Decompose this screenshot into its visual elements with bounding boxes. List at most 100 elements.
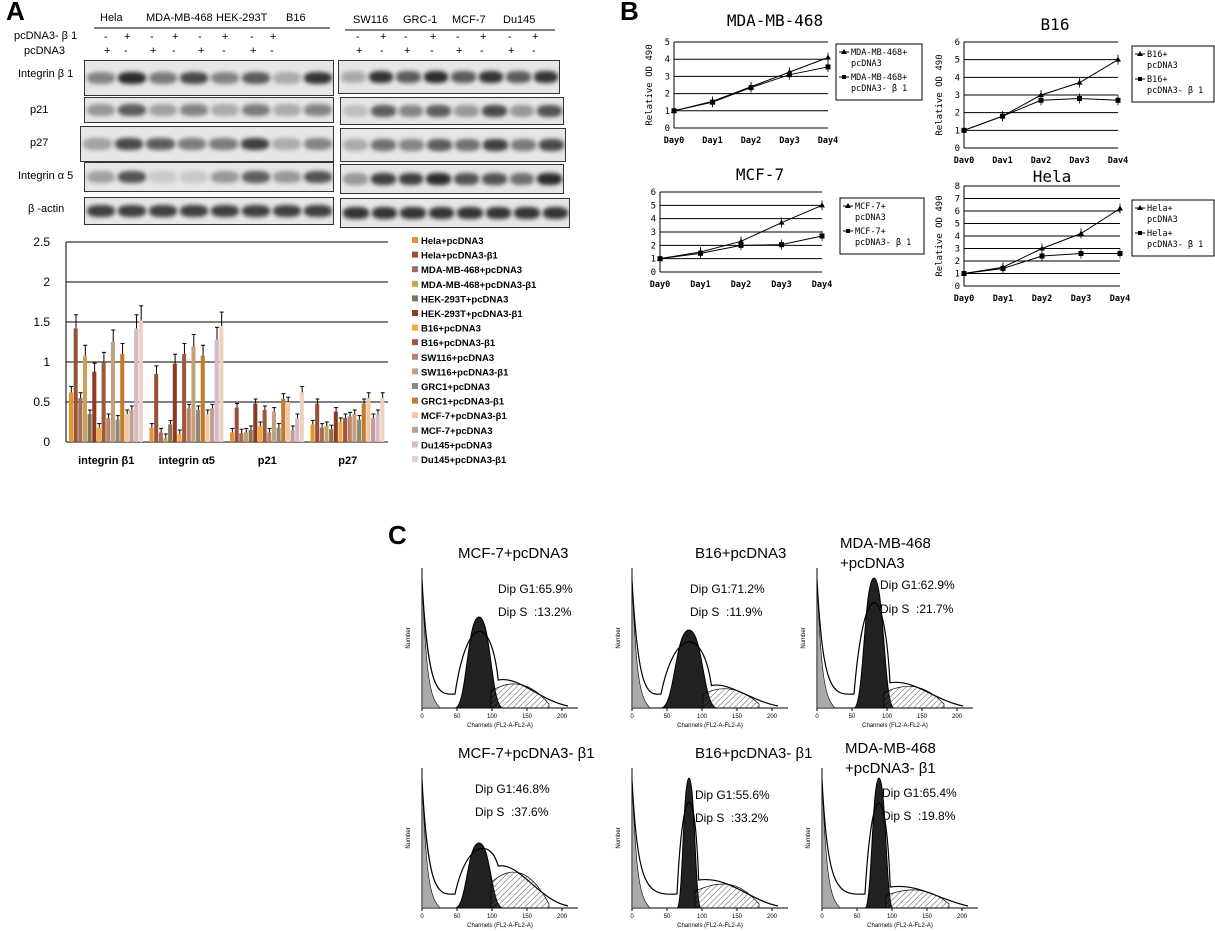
bar xyxy=(319,427,324,442)
sign-pcdna3b1: - xyxy=(150,31,154,43)
blot-band xyxy=(370,173,396,185)
y-tick-label: 5 xyxy=(665,38,670,48)
legend-label: pcDNA3 xyxy=(851,59,882,69)
x-category-label: p21 xyxy=(258,455,277,467)
sign-pcdna3b1: - xyxy=(404,31,408,43)
sign-pcdna3: + xyxy=(198,45,205,57)
legend-swatch xyxy=(412,237,418,243)
blot-strip xyxy=(340,97,564,125)
y-axis-label: Relative OD 490 xyxy=(935,54,945,135)
bar xyxy=(380,398,385,442)
x-tick-label: Day1 xyxy=(993,294,1013,304)
bar xyxy=(134,328,139,442)
facs-title: MCF-7+pcDNA3 xyxy=(458,545,569,562)
legend-swatch xyxy=(412,280,418,287)
x-axis-label: Channels (FL2-A-FL2-A) xyxy=(677,723,743,729)
y-tick-label: 0 xyxy=(955,144,960,154)
blot-band xyxy=(509,173,535,185)
y-tick-label: 1 xyxy=(43,355,50,369)
y-tick-label: 0 xyxy=(651,268,656,278)
sign-pcdna3: + xyxy=(150,45,157,57)
bar xyxy=(338,422,343,442)
blot-band xyxy=(177,138,206,150)
blot-band xyxy=(506,71,531,83)
legend-swatch xyxy=(412,324,418,331)
blot-band xyxy=(149,171,177,183)
legend-swatch xyxy=(412,441,418,448)
bar xyxy=(158,432,163,442)
y-axis-label: Number xyxy=(806,827,812,848)
sign-pcdna3: + xyxy=(404,45,411,57)
legend-marker xyxy=(845,203,851,208)
bar xyxy=(352,414,357,442)
y-tick-label: 4 xyxy=(955,73,960,83)
legend-label: MCF-7+ xyxy=(855,227,886,237)
bar xyxy=(267,432,272,442)
g1-peak xyxy=(853,577,895,709)
blot-band xyxy=(427,139,452,151)
s-phase-region xyxy=(702,688,760,709)
protein-label-beta-actin: β -actin xyxy=(28,203,65,215)
y-tick-label: 8 xyxy=(955,182,960,192)
s-phase-region xyxy=(490,871,550,909)
blot-band xyxy=(514,207,540,219)
legend-label: pcDNA3- β 1 xyxy=(1147,240,1203,250)
x-tick-label: 200 xyxy=(957,914,968,920)
bar xyxy=(110,342,115,442)
sign-pcdna3b1: - xyxy=(356,31,360,43)
blot-band xyxy=(481,105,507,117)
y-axis-label: Number xyxy=(406,827,412,848)
blot-strip xyxy=(338,60,560,94)
x-tick-label: 0 xyxy=(420,714,424,720)
panel-label-b: B xyxy=(620,0,639,26)
x-tick-label: 50 xyxy=(854,914,861,920)
blot-band xyxy=(451,71,476,83)
legend-label: SW116+pcDNA3 xyxy=(421,353,494,364)
blot-strip xyxy=(80,126,334,162)
dip-s-value: Dip S :19.8% xyxy=(882,809,956,823)
debris-region xyxy=(816,577,836,709)
y-axis-label: Number xyxy=(616,627,622,648)
sign-pcdna3: - xyxy=(222,45,226,57)
legend-marker xyxy=(1138,231,1142,235)
sign-pcdna3b1: + xyxy=(172,31,179,43)
bar xyxy=(343,418,348,442)
y-axis-label: Number xyxy=(801,627,807,648)
protein-label-p21: p21 xyxy=(30,104,49,116)
y-tick-label: 1 xyxy=(651,255,656,265)
blot-band xyxy=(400,207,426,219)
y-tick-label: 6 xyxy=(955,207,960,217)
blot-band xyxy=(273,205,301,217)
x-tick-label: 150 xyxy=(922,914,933,920)
blot-band xyxy=(423,71,448,83)
bar xyxy=(333,411,338,442)
blot-strip xyxy=(84,97,334,123)
sign-pcdna3b1: + xyxy=(270,31,277,43)
facs-histogram: 0 50 100 150 200 Channels (FL2-A-FL2-A) Number xyxy=(406,568,578,729)
blot-band xyxy=(146,138,175,150)
x-tick-label: 100 xyxy=(887,914,898,920)
x-tick-label: Day1 xyxy=(992,156,1012,163)
dip-g1-value: Dip G1:71.2% xyxy=(690,582,765,596)
legend-swatch xyxy=(412,412,418,419)
y-tick-label: 2 xyxy=(43,275,50,289)
legend-label: B16+pcDNA3 xyxy=(421,324,481,335)
sign-pcdna3: - xyxy=(532,45,536,57)
blot-band xyxy=(455,139,480,151)
bar xyxy=(315,403,320,442)
facs-title: MDA-MB-468 xyxy=(845,740,936,757)
x-tick-label: 150 xyxy=(732,914,743,920)
legend-label: MDA-MB-468+ xyxy=(851,73,907,83)
protein-label-integrin-a5: Integrin α 5 xyxy=(18,170,74,182)
blot-band xyxy=(87,171,115,183)
bar xyxy=(149,427,154,442)
blot-band xyxy=(428,207,454,219)
blot-band xyxy=(398,105,424,117)
y-tick-label: 6 xyxy=(651,188,656,198)
blot-band xyxy=(343,173,368,185)
x-tick-label: 200 xyxy=(767,714,778,720)
bar xyxy=(172,363,177,442)
blot-band xyxy=(240,138,269,150)
blot-band xyxy=(537,173,562,185)
legend-label: GRC1+pcDNA3-β1 xyxy=(421,397,505,408)
